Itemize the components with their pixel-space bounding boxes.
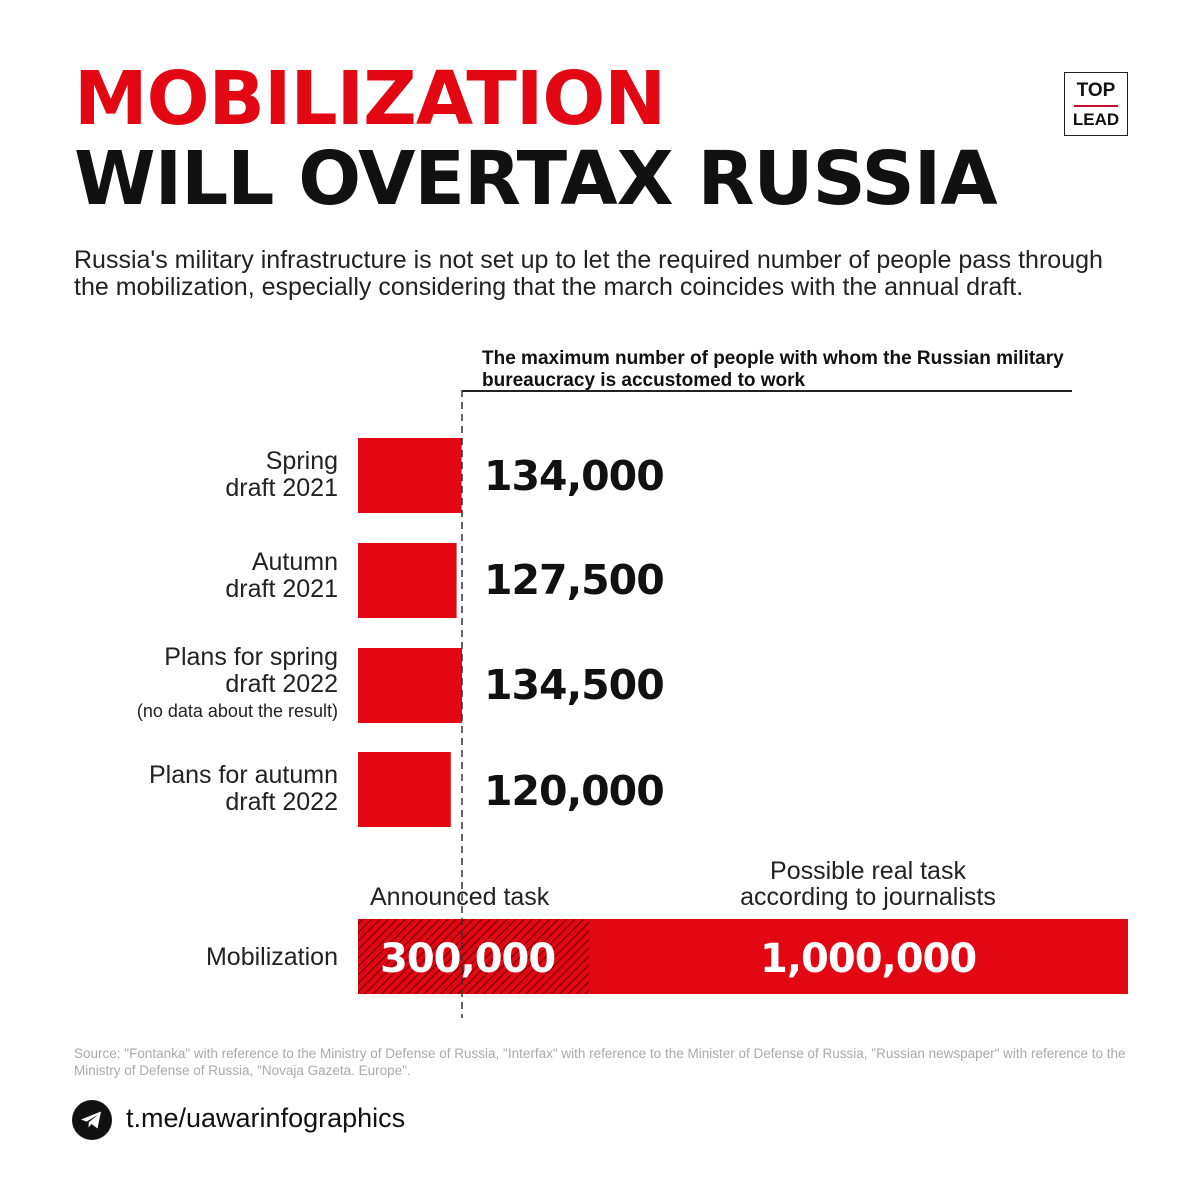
bar-announced-task — [358, 919, 589, 994]
logo-divider — [1074, 105, 1118, 107]
possible-task-label-line: Possible real task — [770, 857, 966, 885]
bar — [358, 438, 462, 513]
category-label-line: Spring — [265, 447, 338, 475]
category-label-line: draft 2022 — [225, 788, 338, 816]
category-label: Plans for autumn draft 2022 — [149, 762, 338, 816]
category-label-line: draft 2021 — [225, 575, 338, 603]
possible-task-label: Possible real task according to journali… — [718, 858, 1018, 910]
category-label: Spring draft 2021 — [225, 448, 338, 502]
category-label-line: draft 2021 — [225, 474, 338, 502]
category-label-line: Plans for autumn — [149, 761, 338, 789]
telegram-link[interactable]: t.me/uawarinfographics — [126, 1103, 406, 1133]
category-label-line: draft 2022 — [225, 670, 338, 698]
logo-top-text: TOP — [1076, 80, 1116, 101]
category-label: Plans for spring draft 2022 (no data abo… — [137, 644, 338, 724]
telegram-icon-glyph — [81, 1111, 101, 1129]
data-label: 120,000 — [484, 767, 665, 815]
data-label: 127,500 — [484, 556, 665, 604]
category-note: (no data about the result) — [136, 701, 338, 721]
title-line-2: WILL OVERTAX RUSSIA — [74, 136, 998, 222]
announced-task-label: Announced task — [370, 883, 550, 911]
category-label-line: Plans for spring — [164, 643, 338, 671]
reference-label-text: The maximum number of people with whom t… — [482, 348, 1064, 391]
possible-value-label: 1,000,000 — [760, 936, 977, 982]
data-label: 134,000 — [484, 452, 665, 500]
logo-bottom-text: LEAD — [1072, 110, 1120, 129]
category-label-line: Autumn — [251, 548, 338, 576]
subtitle: Russia's military infrastructure is not … — [74, 246, 1103, 301]
announced-value-label: 300,000 — [380, 936, 556, 982]
title-line-1: MOBILIZATION — [74, 56, 666, 142]
source-note: Source: "Fontanka" with reference to the… — [74, 1046, 1126, 1078]
bar — [358, 752, 451, 827]
telegram-icon[interactable] — [72, 1100, 112, 1140]
mobilization-label: Mobilization — [205, 943, 338, 971]
data-label: 134,500 — [484, 661, 665, 709]
possible-task-label-line: according to journalists — [740, 883, 996, 911]
top-lead-logo: TOP LEAD — [1064, 72, 1128, 136]
reference-label-underline — [462, 390, 1072, 392]
reference-line-label: The maximum number of people with whom t… — [482, 348, 1082, 392]
bar — [358, 648, 462, 723]
bar — [358, 543, 457, 618]
category-label: Autumn draft 2021 — [225, 549, 338, 603]
